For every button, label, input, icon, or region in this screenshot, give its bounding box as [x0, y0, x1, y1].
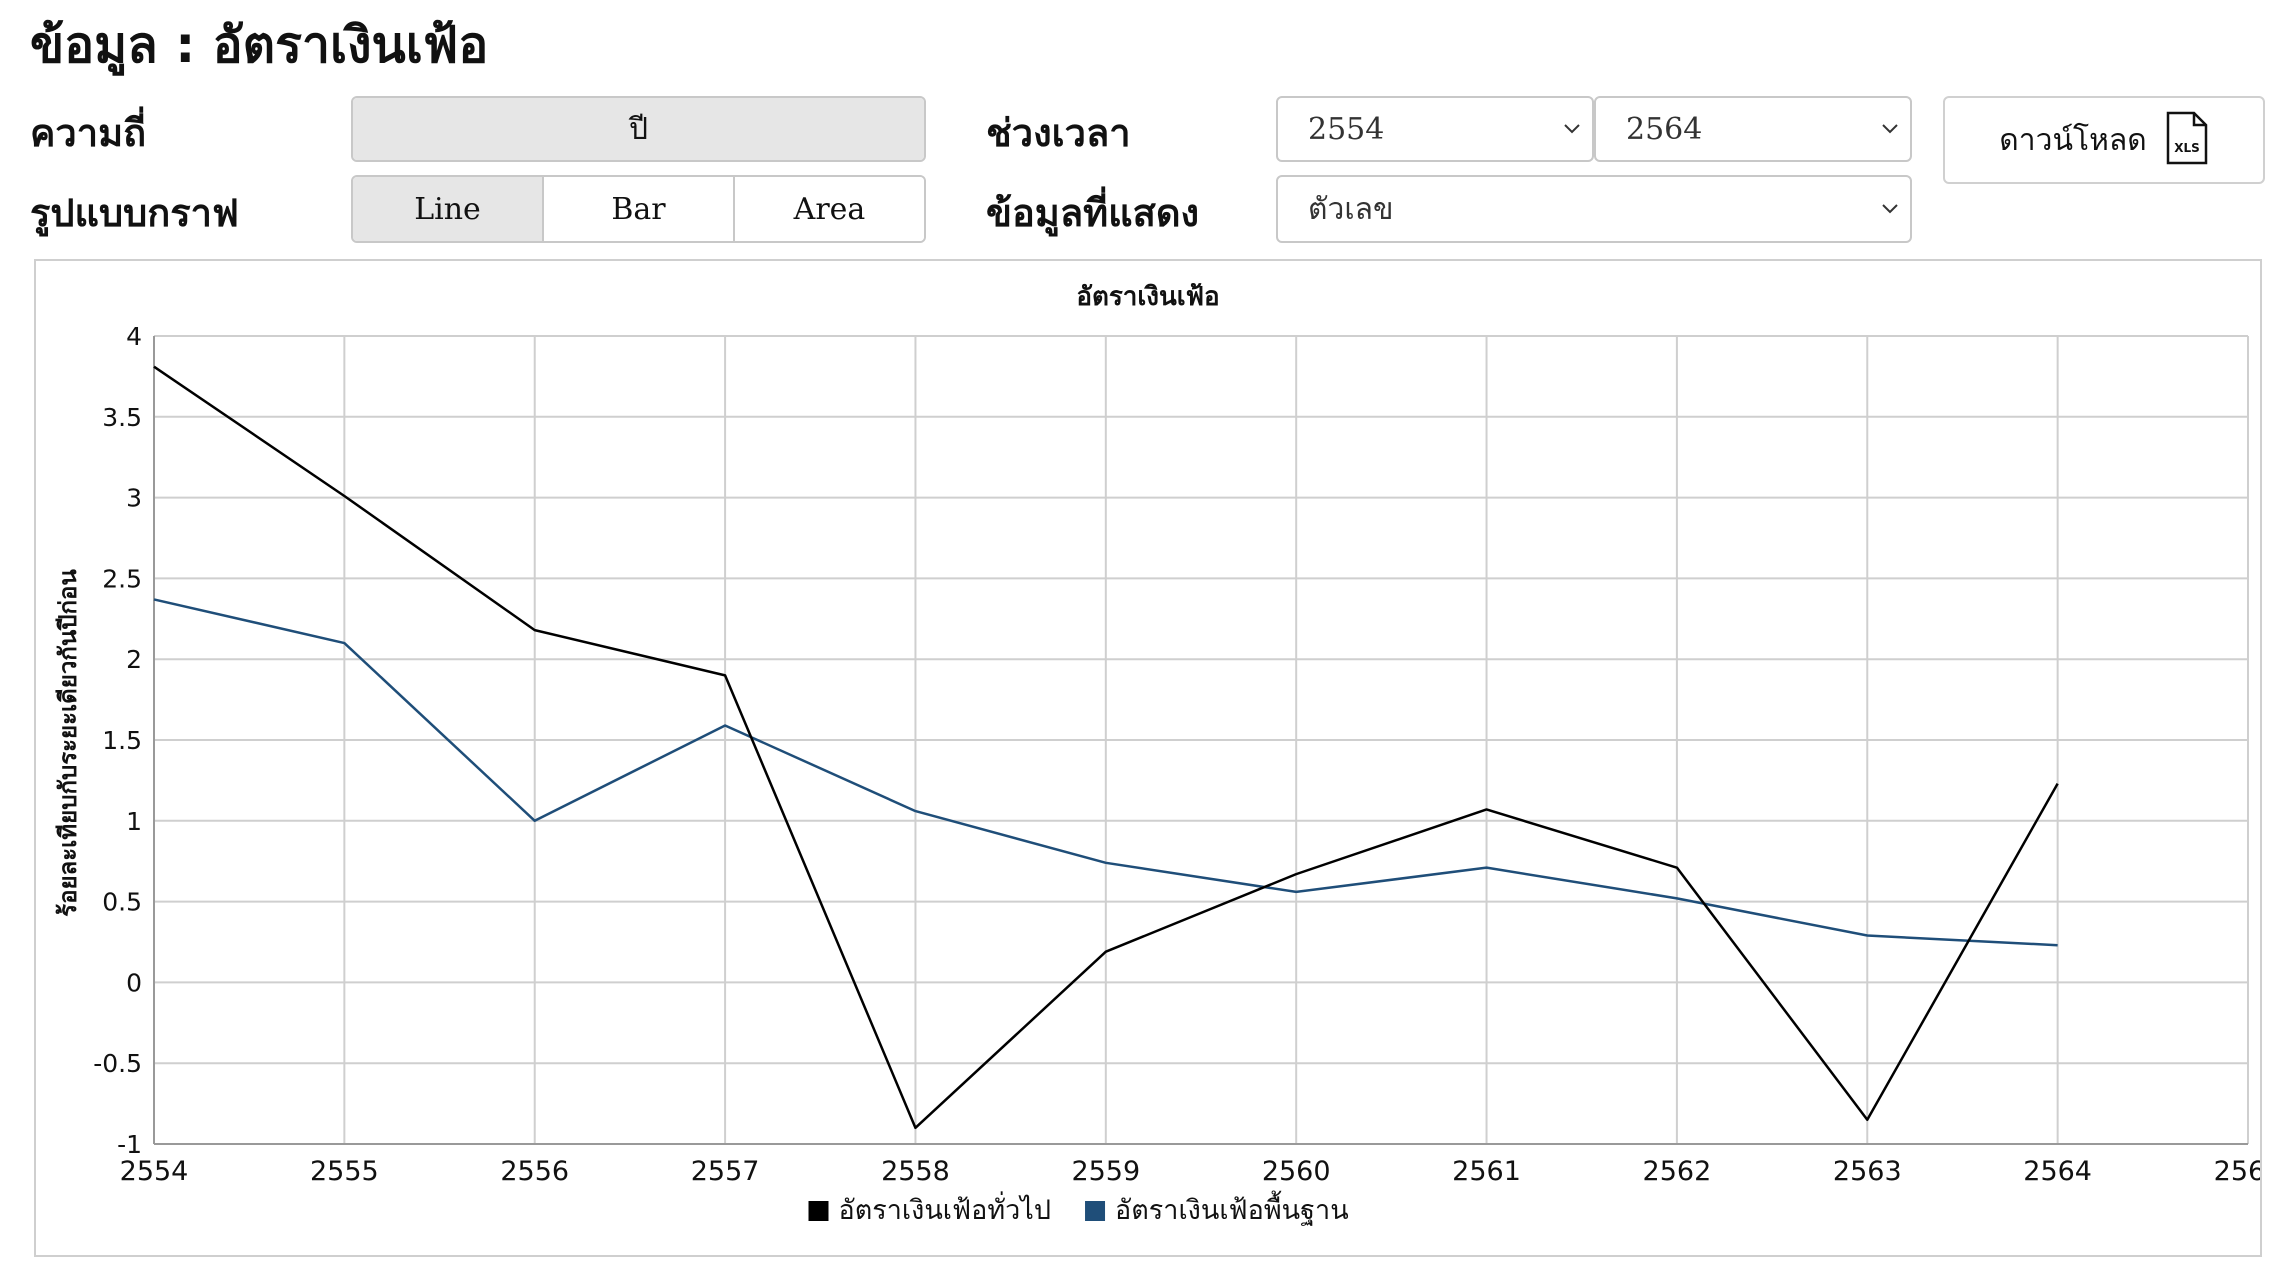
series-line-1	[153, 365, 2059, 1130]
period-start-select[interactable]: 2554	[1276, 96, 1594, 162]
legend-label-2: อัตราเงินเฟ้อพื้นฐาน	[1115, 1190, 1349, 1226]
chart-type-area-button[interactable]: Area	[735, 177, 924, 241]
page-title: ข้อมูล : อัตราเงินเฟ้อ	[30, 16, 489, 74]
frequency-label: ความถี่	[30, 111, 147, 155]
chart-panel: อัตราเงินเฟ้อ ร้อยละเทียบกับระยะเดียวกัน…	[34, 259, 2278, 1257]
y-tick-label: 2.5	[102, 564, 142, 593]
xls-file-icon: XLS	[2165, 110, 2209, 170]
frequency-option-year[interactable]: ปี	[353, 98, 924, 160]
y-tick-label: 2	[126, 645, 142, 674]
period-end-select[interactable]: 2564	[1594, 96, 1912, 162]
y-tick-label: 4	[126, 322, 142, 351]
chart-type-line-button[interactable]: Line	[353, 177, 544, 241]
period-start-value: 2554	[1308, 111, 1385, 147]
x-tick-label: 2562	[1643, 1156, 1712, 1187]
inflation-chart: อัตราเงินเฟ้อ ร้อยละเทียบกับระยะเดียวกัน…	[54, 282, 2278, 1226]
x-tick-label: 2563	[1833, 1156, 1902, 1187]
x-tick-label: 2557	[691, 1156, 760, 1187]
y-tick-label: 0.5	[102, 888, 142, 917]
display-value: ตัวเลข	[1308, 191, 1394, 227]
y-tick-label: -1	[117, 1130, 142, 1159]
chart-type-bar-button[interactable]: Bar	[544, 177, 735, 241]
x-tick-label: 2554	[120, 1156, 189, 1187]
series-line-2	[153, 598, 2058, 947]
y-tick-label: 0	[126, 968, 142, 997]
x-tick-label: 2558	[881, 1156, 950, 1187]
y-tick-label: 3	[126, 484, 142, 513]
chevron-down-icon	[1870, 98, 1910, 160]
xls-icon-text: XLS	[2174, 141, 2200, 155]
display-select[interactable]: ตัวเลข	[1276, 175, 1912, 243]
y-tick-label: 1.5	[102, 726, 142, 755]
legend-label-1: อัตราเงินเฟ้อทั่วไป	[839, 1191, 1052, 1226]
chevron-down-icon	[1870, 177, 1910, 241]
x-tick-label: 2561	[1452, 1156, 1521, 1187]
display-label: ข้อมูลที่แสดง	[986, 191, 1200, 235]
download-label: ดาวน์โหลด	[1999, 122, 2147, 158]
y-tick-label: 1	[126, 807, 142, 836]
frequency-selector: ปี	[351, 96, 926, 162]
download-button[interactable]: ดาวน์โหลด XLS	[1943, 96, 2265, 184]
y-tick-label: 3.5	[102, 403, 142, 432]
legend-swatch-2	[1085, 1201, 1106, 1221]
x-tick-label: 2559	[1071, 1156, 1140, 1187]
period-label: ช่วงเวลา	[986, 111, 1131, 155]
period-end-value: 2564	[1626, 111, 1703, 147]
chevron-down-icon	[1552, 98, 1592, 160]
x-tick-label: 2565	[2214, 1156, 2260, 1187]
x-tick-label: 2564	[2023, 1156, 2092, 1187]
y-tick-label: -0.5	[93, 1049, 142, 1078]
x-tick-label: 2555	[310, 1156, 379, 1187]
chart-type-label: รูปแบบกราฟ	[30, 191, 239, 235]
x-tick-label: 2556	[500, 1156, 569, 1187]
legend-swatch-1	[808, 1201, 829, 1221]
x-tick-label: 2560	[1262, 1156, 1331, 1187]
y-axis-label: ร้อยละเทียบกับระยะเดียวกันปีก่อน	[54, 569, 82, 917]
chart-type-selector: Line Bar Area	[351, 175, 926, 243]
chart-title: อัตราเงินเฟ้อ	[1076, 282, 1219, 312]
